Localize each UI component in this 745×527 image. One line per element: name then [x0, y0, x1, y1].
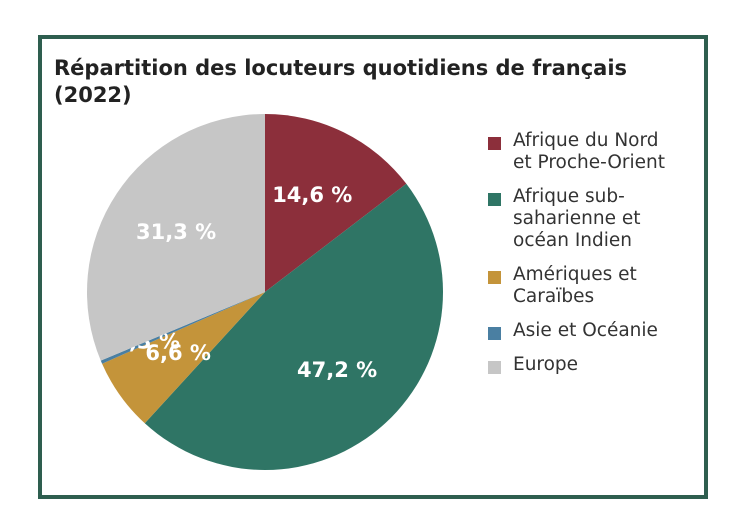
slice-label: 14,6 % — [272, 183, 352, 207]
legend-item: Asie et Océanie — [488, 320, 688, 342]
legend-swatch — [488, 193, 501, 206]
pie-slice — [265, 114, 407, 292]
pie-slice — [100, 292, 265, 364]
slice-label: 31,3 % — [136, 220, 216, 244]
legend-label: Europe — [513, 354, 579, 375]
pie-slice — [102, 292, 266, 424]
legend-swatch — [488, 271, 501, 284]
frame — [38, 35, 708, 499]
legend-item: Amériques et Caraïbes — [488, 264, 688, 308]
legend-label: Afrique du Nord et Proche-Orient — [513, 130, 666, 173]
legend-item: Afrique du Nord et Proche-Orient — [488, 130, 688, 174]
slice-label: 6,6 % — [145, 341, 211, 365]
legend-item: Europe — [488, 354, 688, 376]
legend-swatch — [488, 327, 501, 340]
legend-item: Afrique sub-saharienne et océan Indien — [488, 186, 688, 252]
chart-title: Répartition des locuteurs quotidiens de … — [54, 56, 628, 107]
legend: Afrique du Nord et Proche-Orient Afrique … — [488, 130, 688, 388]
legend-label: Afrique sub-saharienne et océan Indien — [513, 186, 641, 251]
legend-label: Asie et Océanie — [513, 320, 658, 341]
pie-slice — [144, 183, 443, 471]
pie-slice — [86, 114, 265, 361]
legend-swatch — [488, 361, 501, 374]
legend-label: Amériques et Caraïbes — [513, 264, 637, 307]
legend-swatch — [488, 137, 501, 150]
slice-label: 47,2 % — [297, 358, 377, 382]
